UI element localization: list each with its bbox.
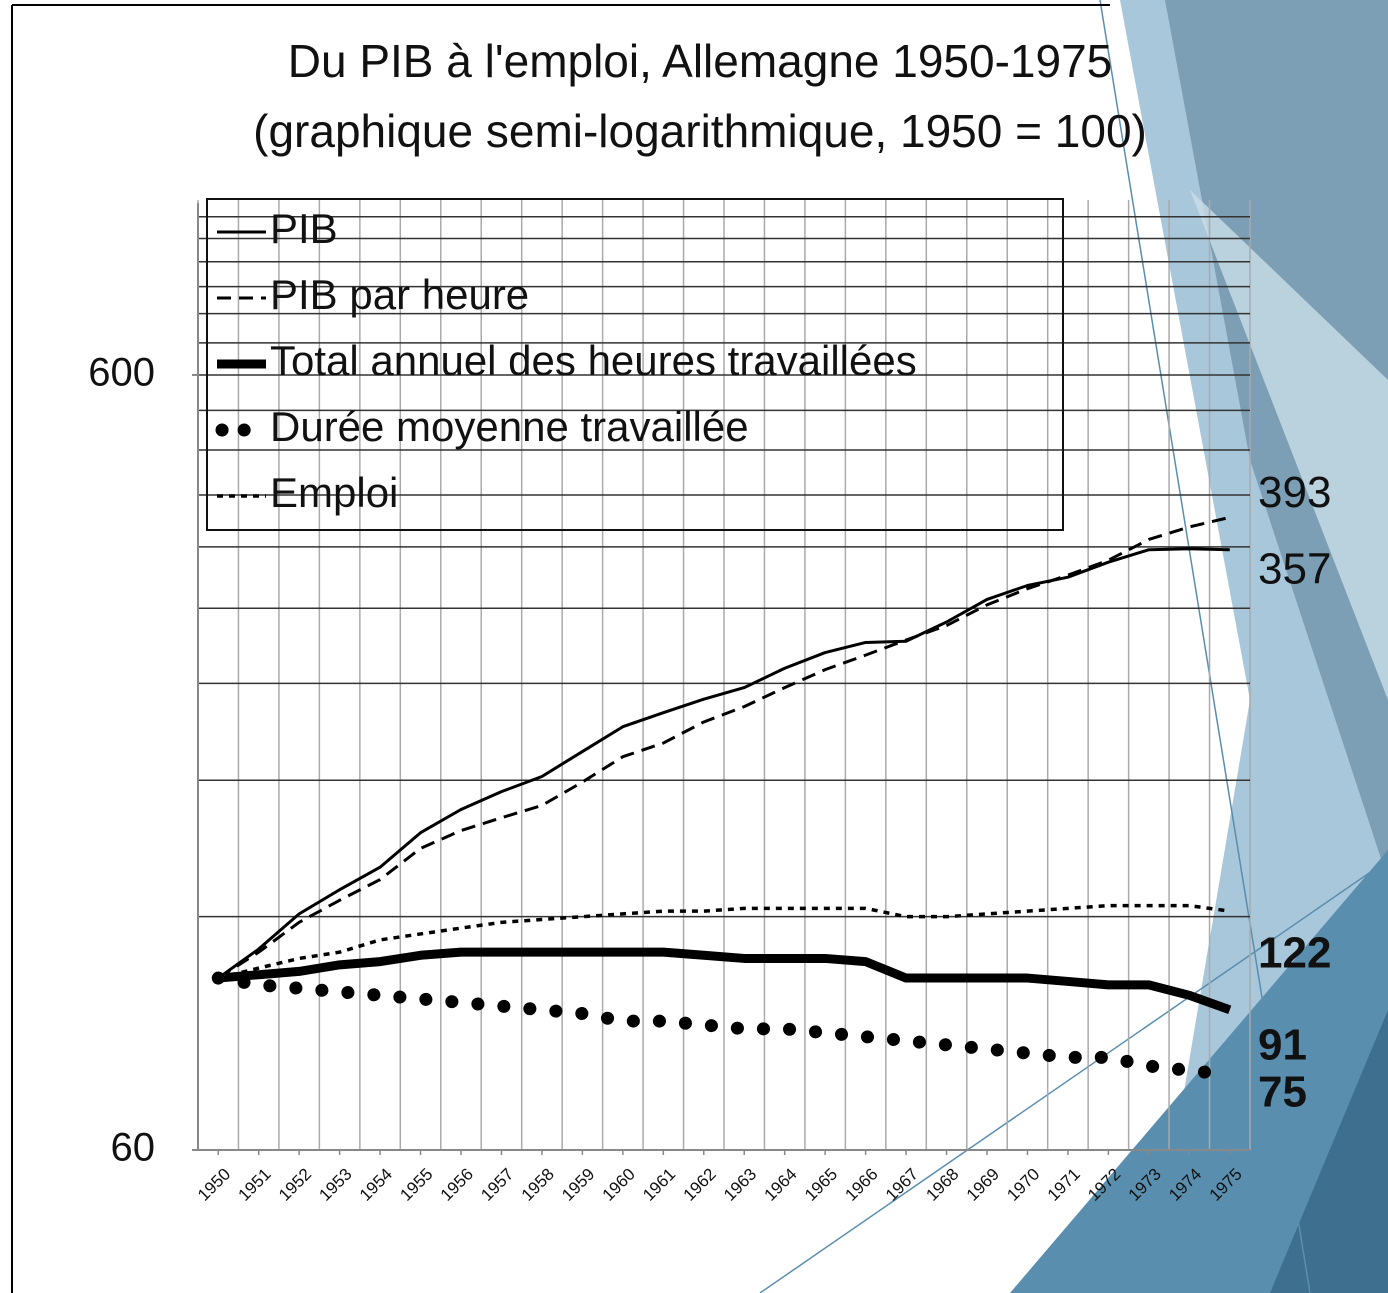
series-line (217, 903, 1231, 980)
x-tick-label: 1950 (194, 1165, 234, 1205)
legend: PIB PIB par heure Total annuel des heures … (206, 198, 1064, 531)
end-value-label: 75 (1258, 1068, 1307, 1117)
end-value-label: 91 (1258, 1020, 1307, 1069)
x-tick-label: 1953 (315, 1165, 355, 1205)
x-tick-label: 1966 (841, 1165, 881, 1205)
x-tick-label: 1957 (477, 1165, 517, 1205)
x-tick-label: 1968 (922, 1165, 962, 1205)
x-tick-label: 1971 (1044, 1165, 1084, 1205)
series-line (217, 515, 1231, 980)
legend-box (206, 198, 1064, 531)
grid (197, 200, 1251, 1151)
x-tick-label: 1952 (275, 1165, 315, 1205)
series-line (217, 947, 1232, 1015)
x-tick-label: 1951 (235, 1165, 275, 1205)
x-tick-label: 1964 (761, 1165, 801, 1205)
legend-label: Emploi (270, 469, 398, 516)
legend-label: Durée moyenne travaillée (270, 403, 749, 450)
background-decoration (759, 0, 1388, 1293)
x-tick-label: 1969 (963, 1165, 1003, 1205)
end-value-label: 393 (1258, 468, 1331, 517)
chart-subtitle: (graphique semi-logarithmique, 1950 = 10… (253, 105, 1147, 157)
x-tick-label: 1958 (518, 1165, 558, 1205)
series-line (217, 547, 1230, 980)
x-tick-label: 1961 (639, 1165, 679, 1205)
x-tick-label: 1965 (801, 1165, 841, 1205)
x-tick-label: 1963 (720, 1165, 760, 1205)
end-value-label: 357 (1258, 544, 1331, 593)
y-tick-label: 60 (111, 1126, 156, 1170)
chart-title: Du PIB à l'emploi, Allemagne 1950-1975 (288, 35, 1113, 87)
legend-label: PIB (270, 205, 338, 252)
x-tick-label: 1955 (396, 1165, 436, 1205)
x-tick-label: 1959 (558, 1165, 598, 1205)
y-tick-label: 600 (88, 351, 155, 395)
legend-label: Total annuel des heures travaillées (270, 337, 917, 384)
legend-label: PIB par heure (270, 271, 529, 318)
plot (211, 515, 1237, 1082)
x-tick-label: 1954 (356, 1165, 396, 1205)
x-tick-label: 1960 (599, 1165, 639, 1205)
x-tick-label: 1962 (680, 1165, 720, 1205)
x-tick-label: 1956 (437, 1165, 477, 1205)
end-value-label: 122 (1258, 929, 1331, 978)
x-tick-label: 1970 (1003, 1165, 1043, 1205)
